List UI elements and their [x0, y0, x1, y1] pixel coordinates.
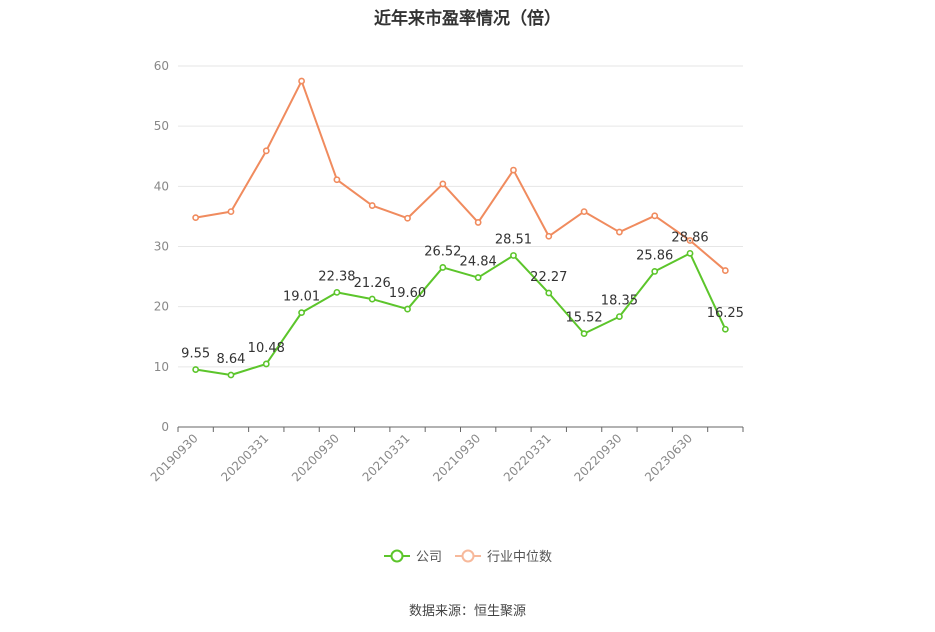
- y-tick-label: 30: [154, 240, 169, 254]
- industry-data-point: [580, 208, 588, 216]
- industry-data-point: [686, 237, 694, 244]
- data-label: 22.38: [318, 269, 355, 284]
- company-data-point: [333, 288, 341, 296]
- industry-data-point: [333, 176, 341, 184]
- industry-data-point: [227, 208, 235, 216]
- data-label: 19.01: [283, 290, 320, 305]
- y-tick-label: 20: [154, 300, 169, 314]
- industry-data-point: [404, 214, 411, 222]
- data-label: 9.55: [181, 347, 210, 362]
- source-note: 数据来源：恒生聚源: [408, 604, 526, 619]
- company-data-point: [298, 309, 305, 317]
- company-data-point: [368, 295, 376, 303]
- legend: 公司 行业中位数: [384, 549, 552, 565]
- x-tick-label: 20210331: [360, 431, 413, 484]
- x-tick-label: 20210930: [430, 431, 483, 484]
- x-tick-label: 20200331: [218, 431, 271, 484]
- x-tick-label: 20220930: [571, 431, 624, 484]
- x-tick-label: 20220331: [501, 431, 554, 484]
- data-label: 19.60: [389, 286, 426, 301]
- industry-data-point: [262, 147, 270, 155]
- industry-data-point: [721, 267, 729, 274]
- company-data-point: [651, 268, 659, 275]
- industry-data-point: [616, 228, 623, 236]
- y-tick-label: 60: [154, 59, 169, 73]
- y-tick-label: 10: [154, 360, 169, 374]
- company-data-point: [510, 252, 517, 259]
- y-tick-label: 40: [154, 179, 169, 193]
- industry-data-point: [368, 202, 376, 209]
- x-tick-label: 20190930: [148, 431, 201, 484]
- industry-series-line: [195, 80, 726, 272]
- legend-industry: 行业中位数: [455, 549, 552, 565]
- industry-data-point: [474, 219, 482, 226]
- company-data-point: [545, 289, 553, 297]
- chart-title: 近年来市盈率情况（倍）: [374, 9, 561, 29]
- company-series-line: [195, 252, 727, 377]
- data-label: 22.27: [530, 270, 567, 285]
- company-data-point: [721, 325, 729, 333]
- company-data-point: [616, 313, 623, 320]
- data-label: 25.86: [636, 248, 673, 263]
- company-data-point: [227, 371, 235, 379]
- company-data-point: [192, 366, 200, 373]
- company-data-point: [439, 264, 447, 271]
- industry-data-point: [545, 232, 553, 240]
- series-lines: [192, 77, 729, 379]
- industry-data-point: [192, 214, 200, 222]
- data-label: 21.26: [354, 276, 391, 291]
- legend-label: 公司: [416, 550, 442, 565]
- company-data-point: [686, 249, 694, 257]
- data-label: 10.48: [248, 341, 285, 356]
- company-data-point: [474, 274, 482, 281]
- legend-marker: [461, 549, 475, 563]
- y-tick-label: 50: [154, 119, 169, 133]
- data-label: 28.86: [671, 230, 708, 245]
- x-tick-label: 20200930: [289, 431, 342, 484]
- data-label: 24.84: [460, 255, 497, 270]
- data-label: 26.52: [424, 244, 461, 259]
- data-label: 8.64: [216, 352, 245, 367]
- company-data-point: [404, 305, 411, 313]
- legend-company: 公司: [384, 549, 442, 565]
- data-label: 16.25: [707, 306, 744, 321]
- legend-label: 行业中位数: [487, 550, 552, 565]
- data-label: 15.52: [565, 311, 602, 326]
- company-data-point: [262, 360, 270, 368]
- data-label: 28.51: [495, 232, 532, 247]
- industry-data-point: [651, 212, 659, 220]
- grid-lines: [178, 65, 743, 368]
- industry-data-point: [298, 77, 305, 85]
- y-tick-label: 0: [161, 420, 169, 434]
- x-tick-label: 20230630: [642, 431, 695, 484]
- legend-marker: [390, 549, 404, 563]
- industry-data-point: [439, 180, 447, 188]
- industry-data-point: [510, 166, 517, 174]
- data-label: 18.35: [601, 294, 638, 309]
- company-data-point: [580, 330, 588, 338]
